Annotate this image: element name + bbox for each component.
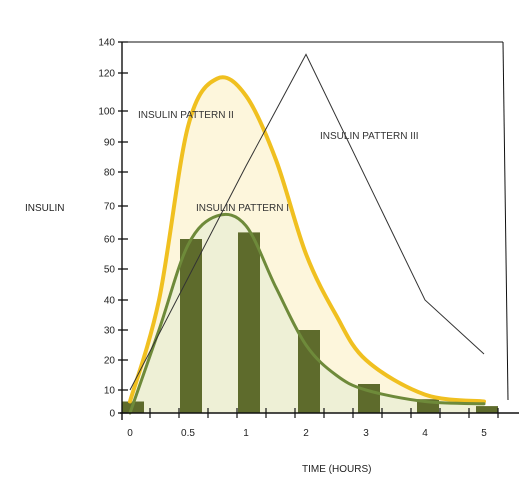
- pattern-i-area: [130, 214, 484, 413]
- y-tick-label: 100: [98, 107, 115, 118]
- bar: [298, 330, 320, 413]
- bar: [180, 239, 202, 413]
- x-tick-label: 3: [363, 428, 369, 439]
- x-tick-label: 2: [303, 428, 309, 439]
- bar: [476, 406, 498, 413]
- x-tick-label: 0.5: [181, 428, 195, 439]
- y-ticks: 0 10 20 30 40 50 60 70 80 90 100 120 140: [98, 38, 128, 420]
- plot-frame: [120, 41, 519, 420]
- area-fills: [130, 77, 484, 414]
- x-ticks: 0 0.5 1 2 3 4 5: [127, 408, 499, 439]
- y-tick-label: 140: [98, 38, 115, 49]
- pattern-ii-label: INSULIN PATTERN II: [138, 110, 234, 121]
- y-tick-label: 70: [104, 202, 116, 213]
- y-tick-label: 40: [104, 296, 116, 307]
- y-axis-title: INSULIN: [25, 203, 64, 214]
- pattern-iii-line: [129, 53, 485, 391]
- y-tick-label: 90: [104, 138, 116, 149]
- y-tick-label: 10: [104, 386, 116, 397]
- x-tick-label: 0: [127, 428, 133, 439]
- x-tick-label: 5: [481, 428, 487, 439]
- y-tick-label: 80: [104, 168, 116, 179]
- bar: [238, 232, 260, 413]
- pattern-i-label: INSULIN PATTERN I: [196, 203, 289, 214]
- x-tick-label: 4: [422, 428, 428, 439]
- y-tick-label: 120: [98, 69, 115, 80]
- pattern-ii-line: [128, 75, 486, 404]
- pattern-i-line: [128, 212, 486, 415]
- y-tick-label: 0: [109, 409, 115, 420]
- pattern-iii-label: INSULIN PATTERN III: [320, 131, 419, 142]
- y-tick-label: 30: [104, 326, 116, 337]
- y-tick-label: 60: [104, 235, 116, 246]
- y-tick-label: 20: [104, 356, 116, 367]
- x-tick-label: 1: [243, 428, 249, 439]
- x-axis-title: TIME (HOURS): [302, 464, 371, 475]
- y-tick-label: 50: [104, 265, 116, 276]
- series-lines: [128, 53, 486, 415]
